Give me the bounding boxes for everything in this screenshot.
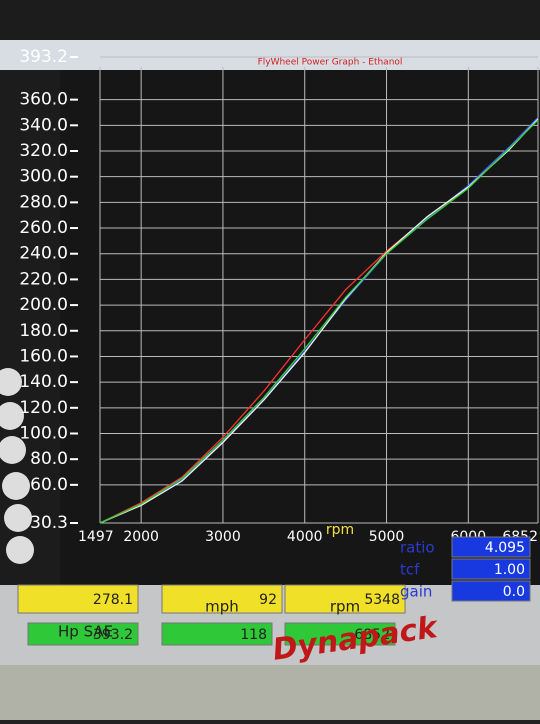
readout-box bbox=[284, 584, 406, 614]
readout-value: 0.0 bbox=[503, 584, 525, 600]
side-buttons bbox=[0, 368, 34, 564]
y-tick-label: 180.0 bbox=[19, 321, 68, 341]
y-tick-label: 240.0 bbox=[19, 244, 68, 264]
readout-box bbox=[451, 580, 531, 602]
chart-title: FlyWheel Power Graph - Ethanol bbox=[258, 58, 403, 68]
readout-value: 118 bbox=[240, 627, 267, 643]
x-axis-label: rpm bbox=[326, 522, 354, 538]
side-label: tcf bbox=[400, 561, 420, 579]
readout-value: 6852 bbox=[354, 627, 390, 643]
button[interactable] bbox=[0, 436, 26, 464]
side-label: gain bbox=[400, 583, 432, 601]
readout-box bbox=[17, 584, 139, 614]
button[interactable] bbox=[6, 536, 34, 564]
readout-value: 278.1 bbox=[93, 592, 133, 608]
y-tick-label: 140.0 bbox=[19, 372, 68, 392]
x-tick-label: 1497 bbox=[78, 529, 114, 545]
readout-box bbox=[451, 558, 531, 580]
readout-box bbox=[27, 622, 139, 646]
readout-box bbox=[161, 622, 273, 646]
series-line bbox=[99, 119, 539, 524]
readout-value: 5348 bbox=[364, 592, 400, 608]
side-label: ratio bbox=[400, 539, 435, 557]
y-tick-label: 200.0 bbox=[19, 295, 68, 315]
readout-label: rpm bbox=[330, 598, 360, 616]
y-tick-label: 80.0 bbox=[30, 449, 68, 469]
y-tick-label: 60.0 bbox=[30, 475, 68, 495]
y-tick-label: 260.0 bbox=[19, 218, 68, 238]
readout-value: 4.095 bbox=[485, 540, 525, 556]
y-tick-label: 160.0 bbox=[19, 346, 68, 366]
panel-footer bbox=[0, 665, 540, 720]
y-tick-label: 30.3 bbox=[30, 513, 68, 533]
button[interactable] bbox=[4, 504, 32, 532]
x-tick-label: 5000 bbox=[369, 529, 405, 545]
x-tick-label: 2000 bbox=[123, 529, 159, 545]
readout-label: mph bbox=[205, 598, 239, 616]
title-strip bbox=[0, 40, 540, 70]
button[interactable] bbox=[2, 472, 30, 500]
readout-label: Hp SAE bbox=[58, 623, 113, 641]
y-tick-label: 360.0 bbox=[19, 90, 68, 110]
readout-value: 92 bbox=[259, 592, 277, 608]
y-tick-label: 280.0 bbox=[19, 192, 68, 212]
y-tick-label: 100.0 bbox=[19, 423, 68, 443]
y-tick-label: 120.0 bbox=[19, 398, 68, 418]
x-tick-label: 3000 bbox=[205, 529, 241, 545]
x-tick-label: 4000 bbox=[287, 529, 323, 545]
y-tick-label: 320.0 bbox=[19, 141, 68, 161]
readout-box bbox=[451, 536, 531, 558]
button[interactable] bbox=[0, 368, 22, 396]
readout-box bbox=[161, 584, 283, 614]
button[interactable] bbox=[0, 402, 24, 430]
y-tick-label: 393.2 bbox=[19, 47, 68, 67]
readout-box bbox=[284, 622, 396, 646]
readout-value: 393.2 bbox=[93, 627, 133, 643]
y-tick-label: 300.0 bbox=[19, 167, 68, 187]
y-tick-label: 220.0 bbox=[19, 269, 68, 289]
readout-value: 1.00 bbox=[494, 562, 525, 578]
y-tick-label: 340.0 bbox=[19, 115, 68, 135]
